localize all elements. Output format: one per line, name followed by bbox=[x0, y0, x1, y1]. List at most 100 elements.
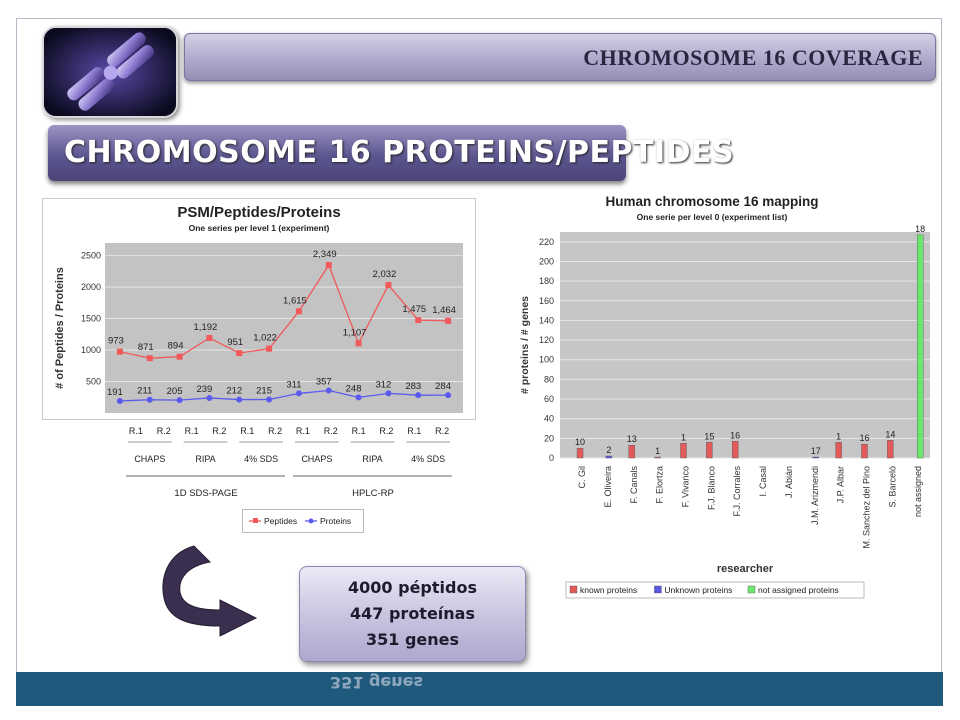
bar-value-label: 10 bbox=[575, 437, 585, 447]
category-table-svg: R.1 R.2 R.1 R.2 R.1 R.2 R.1 R.2 R.1 R.2 R.1 R.2 CHAP… bbox=[126, 426, 452, 499]
bar-known bbox=[731, 441, 739, 459]
x-tick-label: F.J. Corrales bbox=[732, 466, 742, 517]
gene-count-reflection: 351 genes bbox=[330, 673, 424, 692]
peptide-data-label: 1,615 bbox=[283, 295, 307, 306]
legend-peptides-marker bbox=[253, 518, 258, 523]
x-tick-label: J.P. Albar bbox=[836, 466, 846, 503]
legend-label: known proteins bbox=[580, 585, 637, 595]
legend-proteins-label: Proteins bbox=[320, 516, 351, 526]
bar-unknown bbox=[812, 456, 819, 459]
legend-swatch bbox=[747, 585, 756, 594]
peptide-point bbox=[415, 317, 422, 324]
replicate-label: R.1 bbox=[296, 426, 310, 436]
slide-title: CHROMOSOME 16 PROTEINS/PEPTIDES bbox=[64, 135, 735, 170]
bar-value-label: 2 bbox=[606, 445, 611, 455]
protein-point bbox=[206, 394, 213, 401]
peptide-data-label: 1,022 bbox=[253, 333, 277, 344]
gene-count: 351 genes bbox=[365, 630, 460, 649]
y-tick-label: 140 bbox=[539, 315, 554, 325]
bar-known bbox=[654, 456, 661, 459]
protein-data-label: 191 bbox=[107, 387, 123, 398]
experiment-label: RIPA bbox=[362, 454, 382, 464]
bar-value-label: 18 bbox=[915, 224, 925, 234]
replicate-label: R.2 bbox=[212, 426, 226, 436]
method-label: HPLC-RP bbox=[352, 488, 394, 499]
y-tick-label: 2500 bbox=[81, 251, 101, 261]
protein-data-label: 205 bbox=[167, 386, 183, 397]
legend-swatch bbox=[654, 585, 662, 594]
protein-data-label: 248 bbox=[346, 383, 362, 394]
replicate-label: R.1 bbox=[129, 426, 143, 436]
experiment-label: 4% SDS bbox=[244, 454, 278, 464]
bar-value-label: 16 bbox=[730, 430, 740, 440]
replicate-label: R.1 bbox=[407, 426, 421, 436]
peptide-point bbox=[116, 348, 123, 355]
bar-known bbox=[628, 445, 635, 459]
peptide-data-label: 951 bbox=[227, 337, 243, 348]
y-axis-label: # proteins / # genes bbox=[519, 296, 531, 394]
method-label: 1D SDS-PAGE bbox=[174, 488, 237, 499]
replicate-label: R.2 bbox=[268, 426, 282, 436]
peptide-point bbox=[325, 262, 332, 269]
legend-swatch bbox=[569, 585, 578, 594]
replicate-label: R.1 bbox=[185, 426, 199, 436]
protein-data-label: 239 bbox=[196, 384, 212, 395]
bar-known bbox=[887, 440, 894, 459]
curved-arrow-icon bbox=[162, 545, 258, 637]
x-tick-label: not assigned bbox=[913, 466, 923, 517]
replicate-label: R.1 bbox=[352, 426, 366, 436]
y-tick-label: 120 bbox=[539, 335, 554, 345]
replicate-label: R.2 bbox=[435, 426, 449, 436]
protein-point bbox=[116, 397, 123, 404]
protein-data-label: 284 bbox=[435, 381, 451, 392]
header-title: CHROMOSOME 16 COVERAGE bbox=[583, 45, 923, 70]
peptide-data-label: 2,032 bbox=[373, 269, 397, 280]
x-tick-label: F. Elortza bbox=[655, 466, 665, 504]
y-tick-label: 2000 bbox=[81, 282, 101, 292]
protein-point bbox=[385, 390, 392, 397]
y-tick-label: 80 bbox=[544, 374, 554, 384]
peptide-count: 4000 péptidos bbox=[348, 578, 477, 597]
experiment-label: RIPA bbox=[195, 454, 215, 464]
x-tick-label: C. Gil bbox=[577, 466, 587, 489]
y-tick-label: 220 bbox=[539, 237, 554, 247]
peptide-data-label: 1,475 bbox=[402, 304, 426, 315]
line-chart-legend: Peptides Proteins bbox=[242, 509, 364, 533]
peptide-point bbox=[266, 345, 273, 352]
bar-value-label: 17 bbox=[811, 446, 821, 456]
footer-band bbox=[16, 672, 943, 706]
replicate-label: R.1 bbox=[240, 426, 254, 436]
replicate-label: R.2 bbox=[379, 426, 393, 436]
line-chart-svg: PSM/Peptides/Proteins One series per leve… bbox=[54, 204, 463, 413]
y-tick-label: 20 bbox=[544, 433, 554, 443]
bar-value-label: 13 bbox=[627, 434, 637, 444]
bar-plot-area bbox=[560, 232, 930, 458]
peptide-data-label: 1,192 bbox=[194, 322, 218, 333]
bar-value-label: 1 bbox=[655, 446, 660, 456]
protein-point bbox=[266, 396, 273, 403]
protein-data-label: 357 bbox=[316, 377, 332, 388]
peptide-data-label: 1,107 bbox=[343, 327, 367, 338]
y-tick-label: 0 bbox=[549, 453, 554, 463]
bar-known bbox=[576, 447, 584, 459]
protein-data-label: 312 bbox=[375, 379, 391, 390]
header-bar: CHROMOSOME 16 COVERAGE bbox=[184, 33, 936, 81]
y-tick-label: 160 bbox=[539, 296, 554, 306]
bar-value-label: 1 bbox=[681, 432, 686, 442]
y-axis-label: # of Peptides / Proteins bbox=[54, 267, 66, 389]
y-tick-label: 180 bbox=[539, 276, 554, 286]
peptide-point bbox=[176, 353, 183, 360]
bar-chart-title: Human chromosome 16 mapping bbox=[605, 194, 818, 209]
bar-not bbox=[916, 234, 924, 459]
protein-data-label: 283 bbox=[405, 381, 421, 392]
x-tick-label: S. Barceló bbox=[887, 466, 897, 508]
protein-data-label: 215 bbox=[256, 385, 272, 396]
bar-value-label: 1 bbox=[836, 431, 841, 441]
x-tick-label: F. Canals bbox=[629, 466, 639, 504]
y-tick-label: 100 bbox=[539, 355, 554, 365]
y-tick-label: 1500 bbox=[81, 314, 101, 324]
peptide-point bbox=[236, 350, 243, 357]
protein-point bbox=[325, 387, 332, 394]
y-tick-label: 500 bbox=[86, 377, 101, 387]
bar-unknown bbox=[605, 455, 613, 459]
